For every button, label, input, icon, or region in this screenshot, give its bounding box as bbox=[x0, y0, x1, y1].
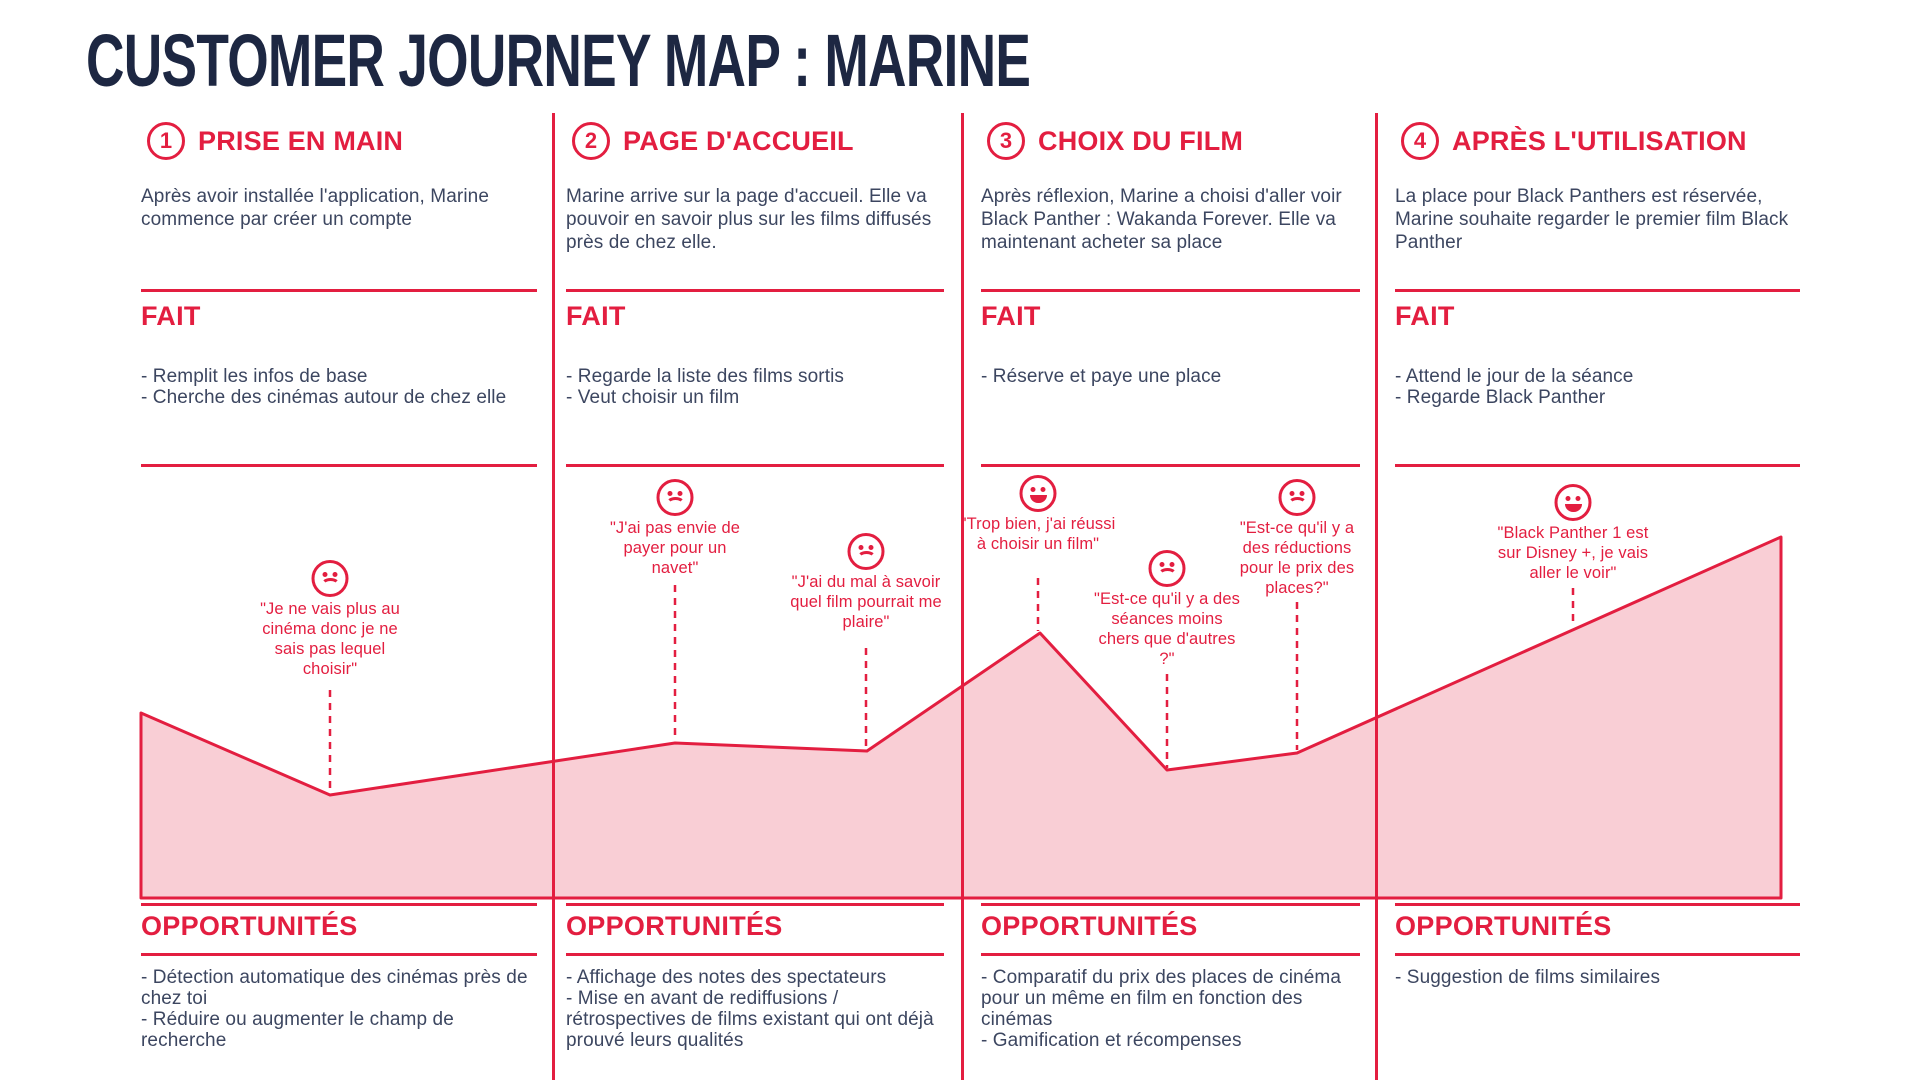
column-divider bbox=[961, 113, 964, 1080]
fait-item: - Remplit les infos de base bbox=[141, 366, 368, 387]
step-description: La place pour Black Panthers est réservé… bbox=[1395, 186, 1789, 253]
opportunites-item: - Mise en avant de rediffusions / rétros… bbox=[566, 988, 934, 1051]
fait-item: - Regarde Black Panther bbox=[1395, 387, 1606, 408]
section-divider bbox=[141, 289, 537, 292]
page-title: CUSTOMER JOURNEY MAP : MARINE bbox=[86, 19, 1031, 102]
quote-text: "Je ne vais plus au cinéma donc je ne sa… bbox=[260, 600, 400, 678]
fait-item: - Cherche des cinémas autour de chez ell… bbox=[141, 387, 507, 408]
section-divider bbox=[981, 953, 1360, 956]
quote-text: "Est-ce qu'il y a des séances moins cher… bbox=[1094, 590, 1240, 668]
step-number-badge: 2 bbox=[572, 122, 610, 160]
emotion-quote: "Black Panther 1 est sur Disney +, je va… bbox=[1487, 484, 1659, 583]
fait-list: - Réserve et paye une place bbox=[981, 366, 1360, 387]
fait-list: - Attend le jour de la séance - Regarde … bbox=[1395, 366, 1800, 408]
quote-text: "J'ai du mal à savoir quel film pourrait… bbox=[790, 573, 942, 631]
step-title: APRÈS L'UTILISATION bbox=[1452, 125, 1747, 156]
section-divider bbox=[1395, 953, 1800, 956]
emotion-quote: "Est-ce qu'il y a des séances moins cher… bbox=[1094, 550, 1240, 669]
sad-face-icon bbox=[847, 533, 885, 570]
sad-face-icon bbox=[656, 479, 694, 516]
step-header: 3 CHOIX DU FILM bbox=[987, 122, 1243, 160]
opportunites-heading: OPPORTUNITÉS bbox=[566, 911, 783, 941]
emotion-quote: "Je ne vais plus au cinéma donc je ne sa… bbox=[254, 560, 406, 679]
emotion-quote: "J'ai du mal à savoir quel film pourrait… bbox=[782, 533, 950, 632]
quote-text: "J'ai pas envie de payer pour un navet" bbox=[609, 519, 741, 577]
opportunites-item: - Gamification et récompenses bbox=[981, 1030, 1242, 1051]
section-divider bbox=[566, 953, 944, 956]
section-divider bbox=[566, 903, 944, 906]
quote-text: "Trop bien, j'ai réussi à choisir un fil… bbox=[960, 515, 1116, 553]
emotion-quote: "Trop bien, j'ai réussi à choisir un fil… bbox=[957, 475, 1119, 554]
step-description: Marine arrive sur la page d'accueil. Ell… bbox=[566, 186, 932, 253]
step-title: PRISE EN MAIN bbox=[198, 125, 404, 156]
step-description: Après avoir installée l'application, Mar… bbox=[141, 186, 489, 230]
fait-heading: FAIT bbox=[566, 301, 626, 331]
fait-list: - Regarde la liste des films sortis - Ve… bbox=[566, 366, 944, 408]
opportunites-list: - Suggestion de films similaires bbox=[1395, 967, 1800, 988]
opportunites-item: - Détection automatique des cinémas près… bbox=[141, 967, 528, 1009]
section-divider bbox=[1395, 903, 1800, 906]
sad-face-icon bbox=[1148, 550, 1186, 587]
emotion-quote: "Est-ce qu'il y a des réductions pour le… bbox=[1226, 479, 1368, 598]
step-header: 4 APRÈS L'UTILISATION bbox=[1401, 122, 1747, 160]
fait-list: - Remplit les infos de base - Cherche de… bbox=[141, 366, 537, 408]
section-divider bbox=[981, 464, 1360, 467]
journey-column-4: 4 APRÈS L'UTILISATION La place pour Blac… bbox=[1395, 0, 1800, 1080]
column-divider bbox=[1375, 113, 1378, 1080]
step-header: 2 PAGE D'ACCUEIL bbox=[572, 122, 854, 160]
happy-face-icon bbox=[1019, 475, 1057, 512]
opportunites-item: - Affichage des notes des spectateurs bbox=[566, 967, 887, 988]
fait-heading: FAIT bbox=[141, 301, 201, 331]
journey-column-2: 2 PAGE D'ACCUEIL Marine arrive sur la pa… bbox=[566, 0, 944, 1080]
journey-column-1: 1 PRISE EN MAIN Après avoir installée l'… bbox=[141, 0, 537, 1080]
opportunites-list: - Comparatif du prix des places de ciném… bbox=[981, 967, 1360, 1051]
section-divider bbox=[981, 903, 1360, 906]
opportunites-item: - Réduire ou augmenter le champ de reche… bbox=[141, 1009, 454, 1051]
opportunites-heading: OPPORTUNITÉS bbox=[1395, 911, 1612, 941]
fait-heading: FAIT bbox=[981, 301, 1041, 331]
sad-face-icon bbox=[311, 560, 349, 597]
opportunites-list: - Affichage des notes des spectateurs - … bbox=[566, 967, 944, 1051]
step-description: Après réflexion, Marine a choisi d'aller… bbox=[981, 186, 1342, 253]
fait-heading: FAIT bbox=[1395, 301, 1455, 331]
opportunites-item: - Comparatif du prix des places de ciném… bbox=[981, 967, 1341, 1030]
step-number-badge: 4 bbox=[1401, 122, 1439, 160]
opportunites-heading: OPPORTUNITÉS bbox=[141, 911, 358, 941]
sad-face-icon bbox=[1278, 479, 1316, 516]
section-divider bbox=[981, 289, 1360, 292]
section-divider bbox=[141, 464, 537, 467]
fait-item: - Attend le jour de la séance bbox=[1395, 366, 1634, 387]
emotion-quote: "J'ai pas envie de payer pour un navet" bbox=[600, 479, 750, 578]
section-divider bbox=[141, 903, 537, 906]
fait-item: - Veut choisir un film bbox=[566, 387, 740, 408]
section-divider bbox=[1395, 464, 1800, 467]
quote-text: "Est-ce qu'il y a des réductions pour le… bbox=[1239, 519, 1355, 597]
happy-face-icon bbox=[1554, 484, 1592, 521]
step-title: CHOIX DU FILM bbox=[1038, 125, 1244, 156]
journey-column-3: 3 CHOIX DU FILM Après réflexion, Marine … bbox=[981, 0, 1360, 1080]
column-divider bbox=[552, 113, 555, 1080]
section-divider bbox=[1395, 289, 1800, 292]
section-divider bbox=[566, 464, 944, 467]
fait-item: - Réserve et paye une place bbox=[981, 366, 1222, 387]
opportunites-list: - Détection automatique des cinémas près… bbox=[141, 967, 537, 1051]
step-number-badge: 3 bbox=[987, 122, 1025, 160]
section-divider bbox=[141, 953, 537, 956]
opportunites-item: - Suggestion de films similaires bbox=[1395, 967, 1661, 988]
section-divider bbox=[566, 289, 944, 292]
step-number-badge: 1 bbox=[147, 122, 185, 160]
opportunites-heading: OPPORTUNITÉS bbox=[981, 911, 1198, 941]
fait-item: - Regarde la liste des films sortis bbox=[566, 366, 845, 387]
quote-text: "Black Panther 1 est sur Disney +, je va… bbox=[1497, 524, 1649, 582]
step-header: 1 PRISE EN MAIN bbox=[147, 122, 403, 160]
step-title: PAGE D'ACCUEIL bbox=[623, 125, 854, 156]
